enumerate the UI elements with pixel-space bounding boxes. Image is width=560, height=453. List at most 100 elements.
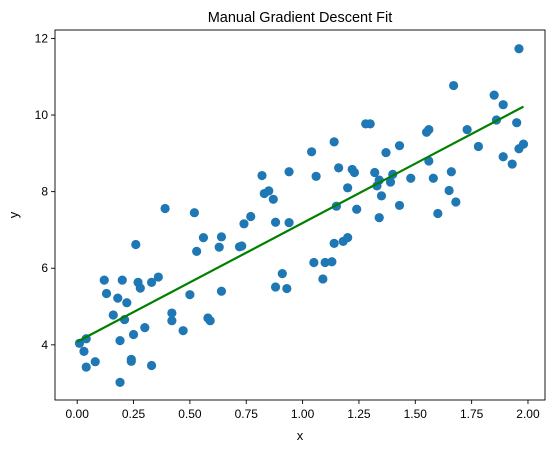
data-point-97	[514, 44, 524, 54]
data-point-87	[449, 80, 459, 91]
data-point-44	[268, 194, 278, 204]
data-point-99	[518, 139, 529, 149]
data-point-8	[113, 293, 123, 303]
data-point-81	[424, 124, 434, 135]
data-point-23	[153, 272, 163, 282]
data-point-94	[498, 152, 508, 162]
data-point-93	[498, 100, 508, 110]
y-tick-label: 12	[35, 31, 49, 45]
data-point-77	[394, 200, 405, 211]
data-point-26	[167, 316, 177, 326]
data-point-84	[433, 208, 443, 219]
data-point-31	[198, 233, 209, 243]
data-point-11	[117, 275, 127, 285]
y-tick-label: 10	[35, 108, 49, 122]
data-point-4	[90, 357, 100, 367]
data-point-73	[376, 191, 387, 201]
data-point-96	[512, 118, 522, 128]
y-tick-label: 8	[41, 185, 48, 199]
data-point-78	[394, 141, 405, 151]
plot-frame	[54, 29, 546, 401]
data-point-66	[352, 204, 362, 214]
data-point-9	[115, 377, 125, 387]
data-point-24	[160, 203, 170, 214]
x-tick-label: 0.25	[122, 407, 146, 421]
x-tick-label: 0.00	[66, 407, 90, 421]
data-point-16	[128, 329, 139, 340]
data-point-28	[185, 290, 195, 300]
data-point-69	[370, 167, 380, 178]
data-point-88	[451, 197, 461, 207]
data-point-17	[131, 239, 141, 250]
data-point-56	[327, 257, 337, 267]
data-point-83	[428, 173, 438, 183]
data-point-22	[146, 277, 157, 288]
data-point-48	[282, 283, 292, 294]
data-point-86	[446, 167, 456, 177]
data-point-1	[79, 346, 89, 356]
data-point-30	[192, 246, 202, 256]
data-point-6	[101, 288, 112, 299]
data-point-35	[216, 232, 227, 242]
y-axis-label: y	[6, 211, 21, 218]
data-point-68	[365, 119, 375, 129]
y-axis-ticks: 4 6 8 10 12	[35, 31, 55, 352]
data-point-79	[406, 173, 416, 183]
chart-title: Manual Gradient Descent Fit	[208, 10, 393, 26]
data-point-52	[309, 257, 319, 268]
data-point-10	[115, 336, 125, 346]
data-point-63	[343, 183, 353, 193]
data-point-75	[385, 177, 396, 187]
data-point-47	[277, 269, 287, 279]
data-point-38	[237, 241, 247, 251]
data-point-21	[146, 360, 157, 371]
data-point-36	[216, 286, 227, 296]
data-point-57	[329, 137, 339, 147]
x-tick-label: 1.25	[347, 407, 371, 421]
fit-line	[76, 105, 524, 343]
data-point-46	[270, 217, 281, 227]
data-point-85	[444, 185, 454, 196]
data-point-34	[214, 242, 224, 252]
data-point-3	[81, 362, 91, 372]
data-point-40	[246, 211, 256, 222]
data-point-41	[257, 170, 267, 181]
x-axis-label: x	[297, 428, 304, 443]
data-point-25	[167, 308, 177, 318]
data-point-33	[205, 316, 215, 326]
x-tick-label: 1.00	[291, 407, 315, 421]
x-tick-label: 0.50	[178, 407, 202, 421]
y-tick-label: 4	[41, 338, 48, 352]
data-point-91	[489, 90, 499, 100]
fit-line-layer	[76, 105, 524, 343]
data-point-89	[462, 124, 472, 135]
data-point-43	[264, 186, 274, 196]
y-tick-label: 6	[41, 261, 48, 275]
x-tick-label: 2.00	[516, 407, 540, 421]
x-tick-label: 0.75	[235, 407, 259, 421]
data-point-51	[307, 147, 317, 157]
data-point-7	[108, 310, 118, 320]
data-point-20	[140, 323, 150, 333]
data-point-13	[122, 298, 132, 308]
data-point-62	[343, 233, 353, 243]
data-point-49	[284, 218, 294, 228]
data-point-50	[284, 167, 294, 177]
data-point-90	[473, 141, 483, 152]
x-axis-ticks: 0.00 0.25 0.50 0.75 1.00 1.25 1.50 1.75 2.00	[66, 400, 540, 421]
data-point-95	[507, 159, 517, 169]
data-points	[74, 44, 529, 387]
x-tick-label: 1.50	[404, 407, 428, 421]
data-point-29	[189, 208, 199, 218]
data-point-19	[135, 283, 145, 293]
data-point-55	[320, 257, 330, 268]
data-point-54	[318, 274, 328, 284]
data-point-39	[239, 219, 249, 229]
data-point-27	[178, 326, 188, 336]
data-point-53	[311, 171, 321, 181]
data-point-65	[349, 167, 360, 178]
data-point-5	[99, 275, 109, 285]
x-tick-label: 1.75	[460, 407, 484, 421]
data-point-71	[374, 213, 384, 223]
data-point-45	[270, 282, 281, 292]
